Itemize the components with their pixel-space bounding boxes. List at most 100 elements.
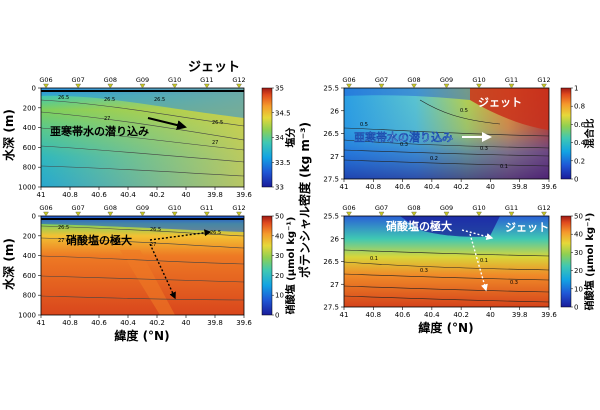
x-tick-label: 40.4 (120, 319, 136, 327)
x-tick-label: 39.8 (512, 311, 528, 319)
x-tick-label: 40.4 (424, 311, 440, 319)
colorbar-scale (261, 87, 273, 188)
station-label: G11 (505, 204, 518, 212)
colorbar-tick-label: 33.5 (275, 159, 291, 167)
salinity-contour-labels: 26.5 26.5 26.5 27 26.5 27 (58, 95, 223, 146)
y-tick-label: 600 (23, 144, 36, 152)
x-tick-label: 40 (486, 311, 495, 319)
station-marker (443, 83, 450, 89)
contour-label: 0.1 (370, 256, 378, 262)
y-tick-label: 800 (23, 164, 36, 172)
station-marker (541, 83, 547, 89)
station-marker (411, 211, 417, 217)
nitrate-density-colorbar: 50 40 30 20 10 0 硝酸塩 (μmol kg⁻¹) (560, 213, 596, 312)
x-tick-label: 40.6 (395, 183, 411, 191)
station-marker (346, 83, 352, 89)
x-tick-label: 40.2 (149, 191, 165, 199)
station-marker (75, 211, 82, 217)
contour-label: 0.5 (460, 108, 468, 114)
y-tick-label: 26 (330, 107, 339, 115)
contour-label: 0.1 (480, 258, 488, 264)
station-marker (171, 83, 178, 89)
colorbar-tick-label: 1 (574, 85, 578, 93)
station-label: G12 (537, 204, 550, 212)
nitrate-depth-axis-ticks: 41 40.8 40.6 40.4 40.2 40 39.8 39.6 0 200 400 600 80… (18, 213, 252, 328)
station-marker (43, 211, 49, 217)
contour-label: 0.2 (430, 156, 438, 162)
station-label: G10 (168, 76, 181, 84)
colorbar-tick-label: 0.8 (574, 103, 585, 111)
y-tick-label: 200 (23, 232, 36, 240)
contour-label: 26.5 (58, 225, 69, 231)
colorbar-tick-label: 20 (574, 267, 583, 275)
station-marker (43, 83, 49, 89)
panel-nitrate-density: 0.1 0.3 0.1 0.3 硝酸塩の極大 ジェット 41 40.8 40.6 40… (323, 204, 596, 319)
colorbar-label: 混合比 (583, 119, 596, 149)
station-label: G11 (505, 76, 518, 84)
y-tick-label: 1000 (18, 184, 36, 192)
colorbar-tick-label: 0 (574, 304, 578, 312)
x-tick-label: 40 (486, 183, 495, 191)
x-tick-label: 39.6 (236, 319, 252, 327)
salinity-colorbar: 35 34.5 34 33.5 33 塩分 (261, 85, 297, 192)
colorbar-tick-label: 20 (275, 272, 284, 280)
x-tick-label: 41 (340, 311, 349, 319)
station-marker (508, 83, 515, 89)
x-tick-label: 40.6 (91, 191, 107, 199)
x-tick-label: 39.6 (541, 311, 557, 319)
x-tick-label: 40.8 (365, 311, 381, 319)
colorbar-tick-label: 0.2 (574, 157, 585, 165)
colorbar-tick-label: 0.4 (574, 139, 586, 147)
station-label: G08 (104, 204, 117, 212)
contour-label: 0.1 (500, 164, 508, 170)
y-tick-label: 27.5 (323, 304, 339, 312)
station-label: G09 (136, 76, 149, 84)
nitrate-depth-arrow-down (149, 243, 176, 300)
salinity-field (41, 88, 244, 187)
station-label: G08 (104, 76, 117, 84)
contour-label: 0.3 (420, 268, 428, 274)
colorbar-tick-label: 34.5 (275, 109, 291, 117)
station-marker (476, 211, 482, 217)
station-label: G12 (232, 76, 245, 84)
y-tick-label: 27 (330, 281, 339, 289)
y-tick-label: 800 (23, 292, 36, 300)
station-label: G09 (440, 76, 453, 84)
station-label: G10 (472, 204, 485, 212)
contour-label: 26.5 (154, 97, 165, 103)
nitrate-density-axis-ticks: 41 40.8 40.6 40.4 40.2 40 39.8 39.6 25.5 26 26.5 27… (323, 213, 557, 320)
nitrate-depth-stations: G06 G07 G08 G09 G10 G11 G12 (39, 204, 246, 217)
station-label: G11 (200, 76, 213, 84)
y-tick-label: 600 (23, 272, 36, 280)
x-tick-label: 40.2 (149, 319, 165, 327)
panel-mixing-density: 0.5 0.3 0.5 0.3 0.2 0.1 亜寒帯水の潜り込み ジェット 4… (323, 76, 596, 191)
station-label: G06 (342, 76, 355, 84)
station-label: G06 (342, 204, 355, 212)
station-marker (139, 83, 146, 89)
colorbar-label: 硝酸塩 (μmol kg⁻¹) (583, 213, 596, 311)
x-tick-label: 41 (340, 183, 349, 191)
y-tick-label: 0 (32, 85, 36, 93)
mixing-colorbar: 1 0.8 0.6 0.4 0.2 0 混合比 (560, 85, 596, 184)
salinity-annotation-arrow (147, 117, 187, 130)
nitrate-density-arrow-right (461, 229, 494, 240)
salinity-axis-ticks: 41 40.8 40.6 40.4 40.2 40 39.8 39.6 0 200 400 600 80… (18, 85, 252, 200)
colorbar-tick-label: 10 (275, 292, 284, 300)
station-marker (203, 211, 210, 217)
panel-nitrate-depth: 26.5 27 26.5 27 26.5 硝酸塩の極大 41 40.8 40.6 40… (18, 204, 297, 327)
station-label: G07 (375, 204, 388, 212)
x-tick-label: 40.8 (365, 183, 381, 191)
left-y-axis-label-lower: 水深 (m) (1, 238, 16, 290)
colorbar-tick-label: 30 (275, 252, 284, 260)
contour-label: 26.5 (150, 227, 161, 233)
y-tick-label: 27.5 (323, 176, 339, 184)
colorbar-tick-label: 0 (275, 312, 279, 320)
contour-label: 26.5 (58, 95, 69, 101)
nitrate-density-arrow-down (469, 233, 488, 292)
colorbar-tick-label: 50 (275, 213, 284, 221)
nitrate-depth-colorbar: 50 40 30 20 10 0 硝酸塩 (μmol kg⁻¹) (261, 213, 297, 320)
colorbar-tick-label: 50 (574, 213, 583, 221)
station-marker (75, 83, 82, 89)
station-label: G09 (440, 204, 453, 212)
station-marker (107, 211, 114, 217)
